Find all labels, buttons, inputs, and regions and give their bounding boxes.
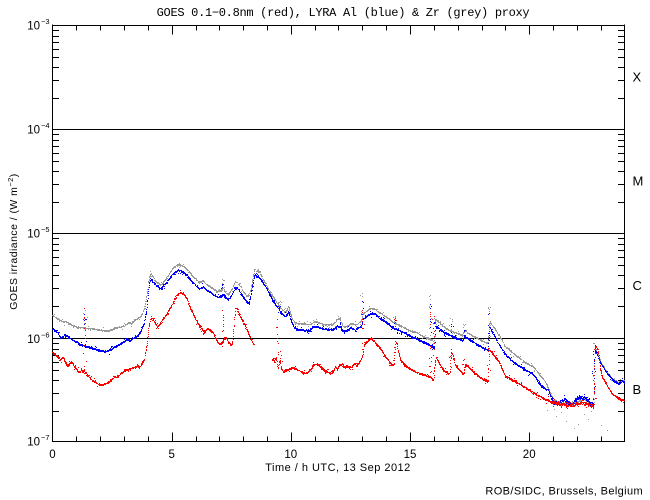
svg-text:GOES irradiance / (W m−2): GOES irradiance / (W m−2) [6, 173, 20, 310]
svg-text:−7: −7 [41, 433, 50, 442]
svg-text:C: C [633, 278, 642, 293]
svg-text:0: 0 [49, 449, 55, 461]
svg-text:−3: −3 [41, 17, 50, 26]
svg-text:X: X [633, 70, 642, 85]
svg-text:10: 10 [27, 436, 40, 448]
svg-text:15: 15 [404, 449, 417, 461]
svg-text:10: 10 [27, 20, 40, 32]
svg-text:5: 5 [168, 449, 174, 461]
svg-text:−5: −5 [41, 225, 50, 234]
svg-text:−4: −4 [41, 121, 50, 130]
svg-text:ROB/SIDC, Brussels, Belgium: ROB/SIDC, Brussels, Belgium [485, 486, 643, 498]
svg-text:10: 10 [27, 228, 40, 240]
svg-text:GOES 0.1−0.8nm (red), LYRA Al: GOES 0.1−0.8nm (red), LYRA Al (blue) & Z… [157, 6, 530, 20]
svg-text:B: B [633, 382, 642, 397]
svg-text:10: 10 [27, 124, 40, 136]
svg-text:−6: −6 [41, 331, 50, 340]
svg-text:Time / h UTC, 13 Sep 2012: Time / h UTC, 13 Sep 2012 [265, 462, 411, 474]
svg-text:M: M [633, 174, 644, 189]
svg-text:10: 10 [27, 334, 40, 346]
svg-text:10: 10 [284, 449, 297, 461]
svg-text:20: 20 [523, 449, 536, 461]
